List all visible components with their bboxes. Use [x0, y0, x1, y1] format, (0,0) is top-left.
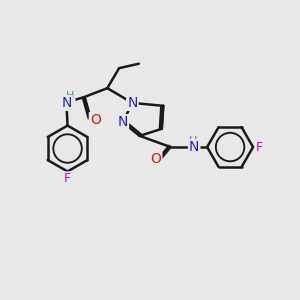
Text: O: O: [151, 152, 161, 166]
Text: N: N: [127, 96, 137, 110]
Text: N: N: [189, 140, 200, 154]
Text: H: H: [189, 136, 197, 146]
Text: H: H: [66, 92, 75, 101]
Text: N: N: [118, 115, 128, 129]
Text: F: F: [64, 172, 71, 185]
Text: N: N: [61, 96, 72, 110]
Text: O: O: [90, 113, 101, 127]
Text: F: F: [256, 141, 263, 154]
